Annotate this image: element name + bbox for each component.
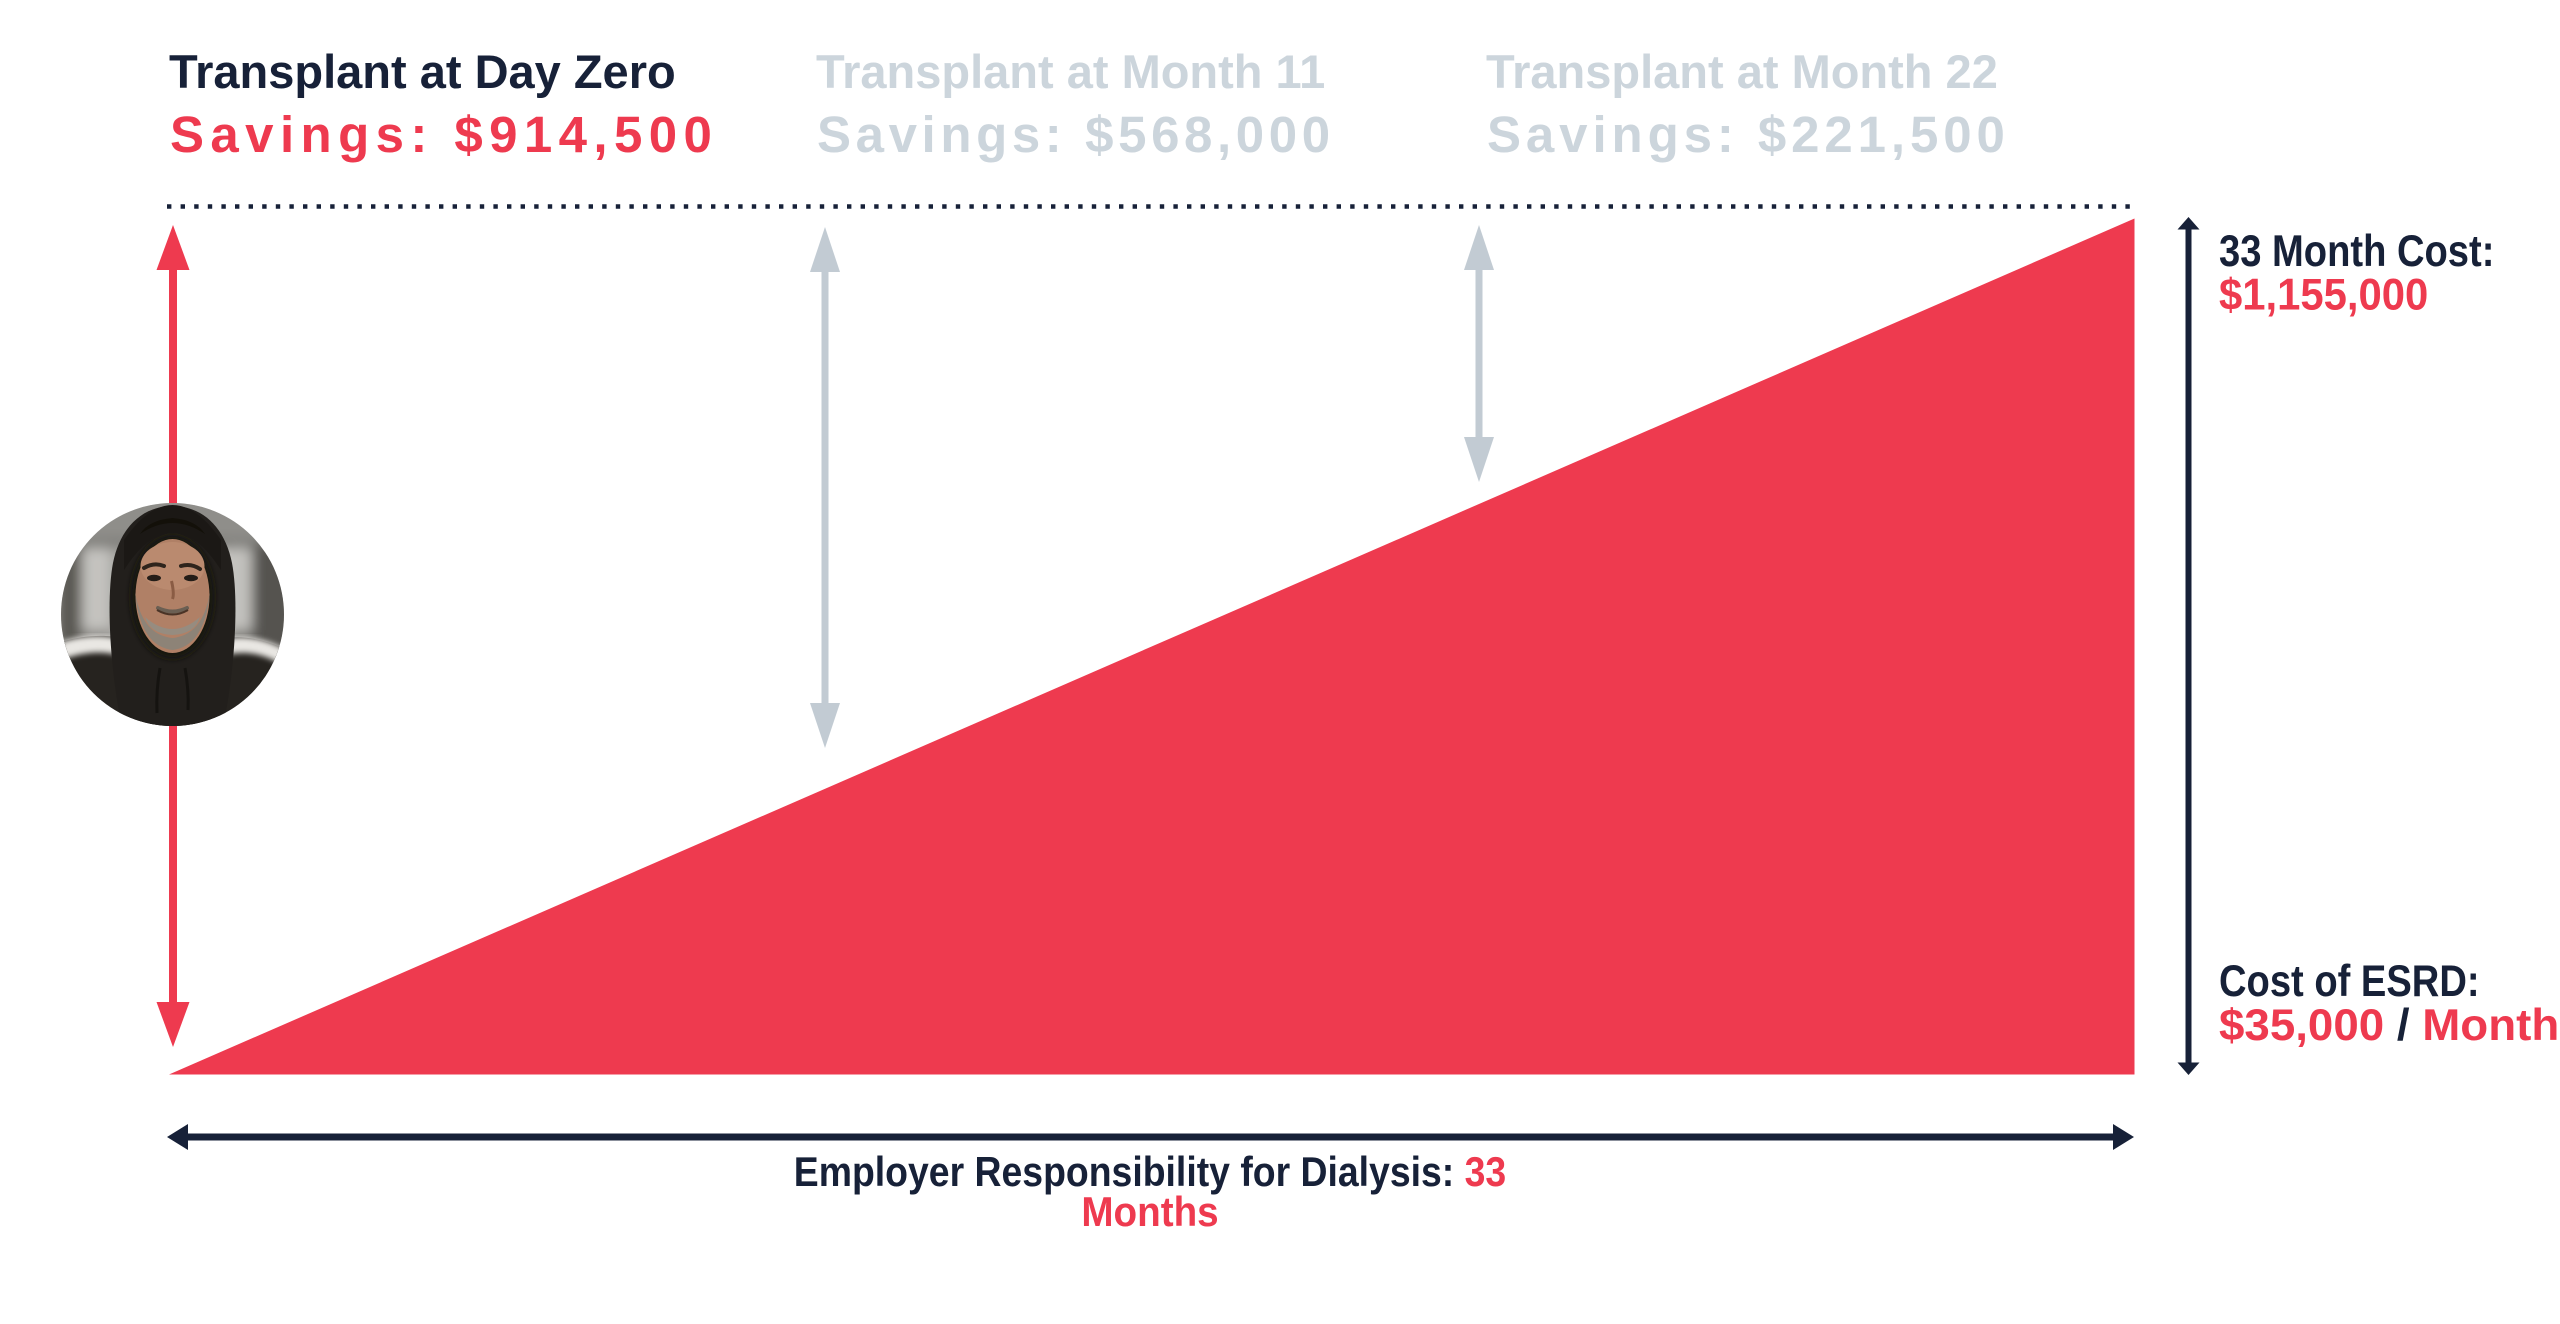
svg-text:Employer Responsibility for Di: Employer Responsibility for Dialysis: 33	[794, 1149, 1506, 1195]
svg-text:$1,155,000: $1,155,000	[2219, 270, 2428, 319]
svg-text:Transplant at Month 11: Transplant at Month 11	[816, 45, 1325, 98]
svg-text:Transplant at Month 22: Transplant at Month 22	[1486, 45, 1998, 98]
svg-text:Cost of ESRD:: Cost of ESRD:	[2219, 955, 2480, 1005]
svg-text:Savings: $221,500: Savings: $221,500	[1487, 106, 2010, 163]
svg-text:33 Month Cost:: 33 Month Cost:	[2219, 225, 2494, 275]
svg-text:Savings: $914,500: Savings: $914,500	[170, 106, 718, 163]
svg-text:Transplant at Day Zero: Transplant at Day Zero	[169, 45, 676, 98]
svg-text:$35,000 / Month: $35,000 / Month	[2219, 1000, 2559, 1050]
svg-text:Savings: $568,000: Savings: $568,000	[817, 106, 1335, 163]
svg-text:Months: Months	[1081, 1187, 1218, 1235]
